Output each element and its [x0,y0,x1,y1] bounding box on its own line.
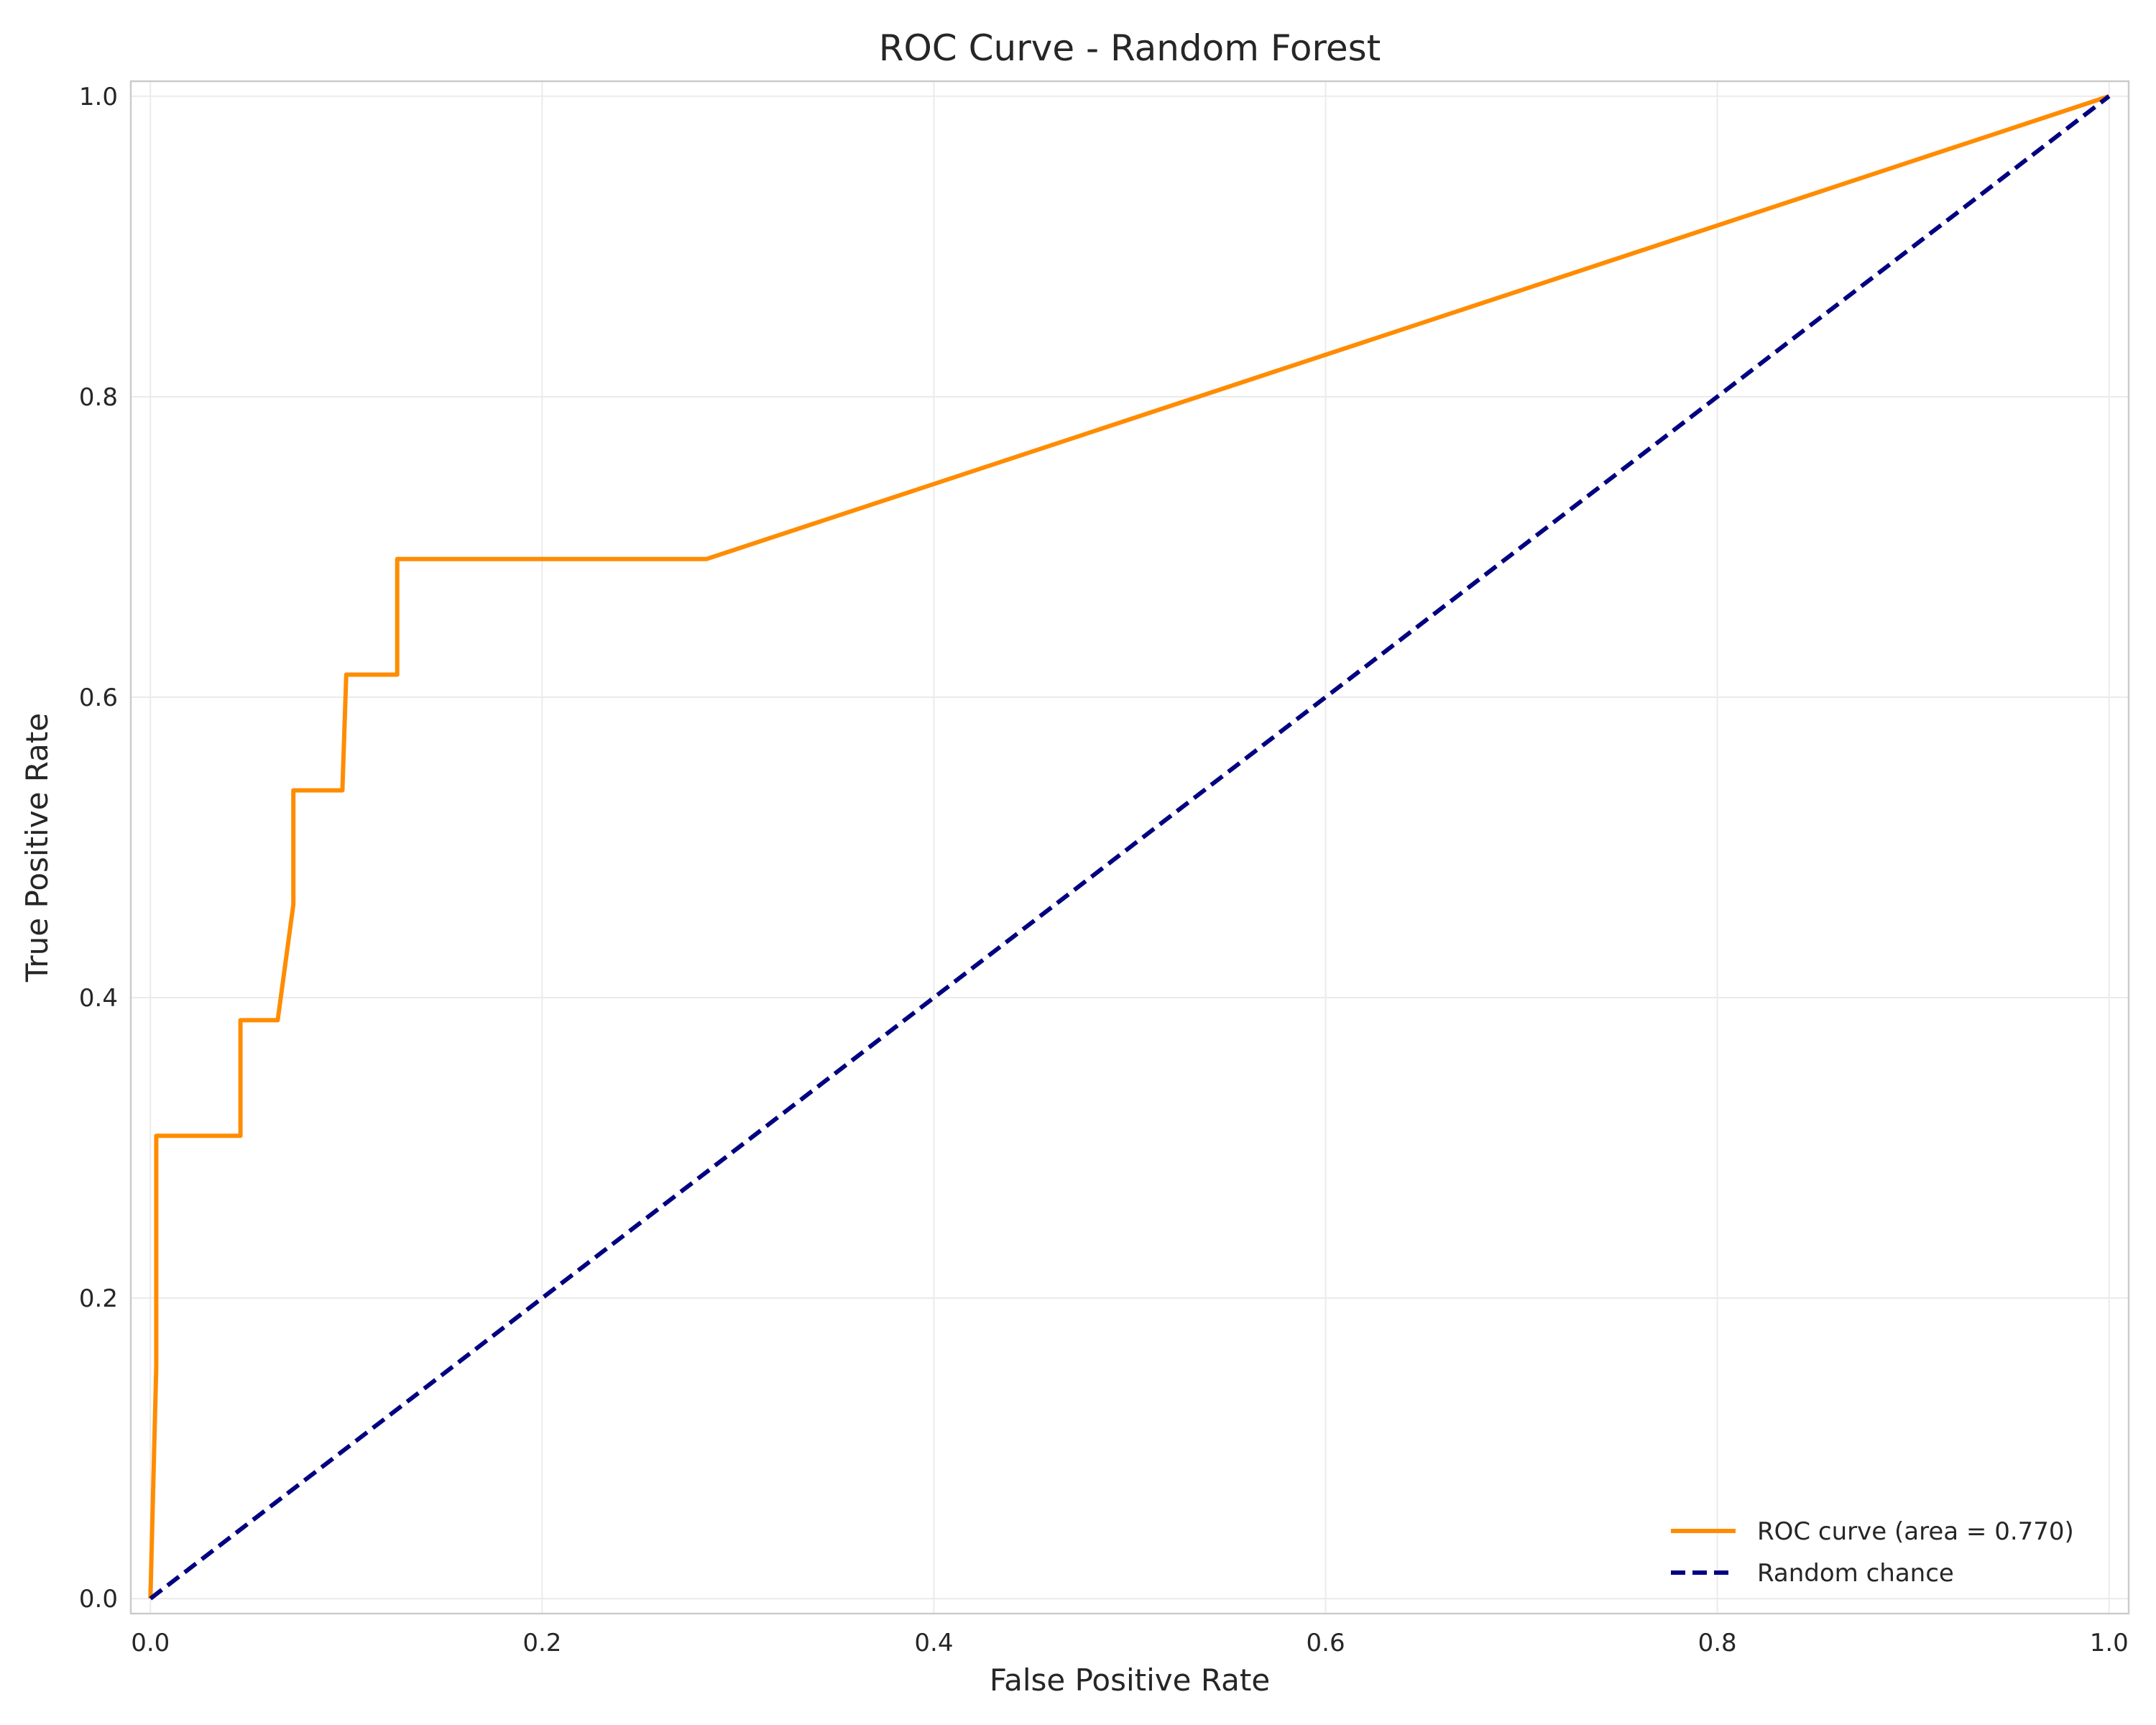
chart-title: ROC Curve - Random Forest [879,27,1381,69]
series-layer [148,94,2111,1601]
y-tick-label: 1.0 [79,83,118,111]
legend-label-1: Random chance [1757,1559,1954,1588]
plot-frame [129,80,2130,1615]
x-tick-label: 0.0 [131,1629,170,1657]
legend-label-0: ROC curve (area = 0.770) [1757,1517,2074,1546]
legend: ROC curve (area = 0.770) Random chance [1671,1517,2074,1588]
y-tick-label: 0.2 [79,1284,118,1313]
grid [131,81,2129,1614]
x-axis-label: False Positive Rate [990,1662,1270,1698]
y-tick-label: 0.4 [79,984,118,1013]
x-tick-label: 0.8 [1698,1629,1737,1657]
tick-labels: 0.0 0.2 0.4 0.6 0.8 1.0 0.0 0.2 0.4 0.6 0.8 1.0 [79,83,2129,1657]
x-tick-label: 1.0 [2090,1629,2129,1657]
series-line-1 [149,94,2111,1601]
y-axis-label: True Positive Rate [19,713,55,983]
y-tick-label: 0.6 [79,684,118,712]
series-line-0 [148,94,2110,1599]
x-tick-label: 0.6 [1307,1629,1345,1657]
x-tick-label: 0.4 [914,1629,953,1657]
x-tick-label: 0.2 [522,1629,561,1657]
y-tick-label: 0.8 [79,383,118,412]
y-tick-label: 0.0 [79,1585,118,1614]
